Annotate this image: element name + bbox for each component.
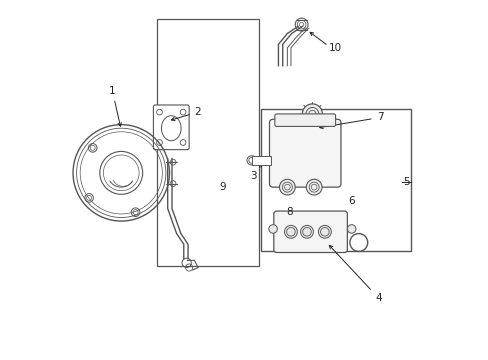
- Circle shape: [279, 179, 295, 195]
- Text: 4: 4: [328, 245, 381, 303]
- FancyBboxPatch shape: [269, 119, 340, 187]
- Bar: [157, 19, 258, 266]
- Circle shape: [318, 225, 331, 238]
- Circle shape: [246, 156, 256, 165]
- FancyBboxPatch shape: [153, 105, 189, 150]
- Text: 8: 8: [285, 207, 292, 217]
- FancyBboxPatch shape: [273, 211, 346, 252]
- Ellipse shape: [161, 116, 181, 141]
- Text: 6: 6: [347, 197, 354, 206]
- FancyBboxPatch shape: [274, 114, 335, 126]
- Text: 7: 7: [319, 112, 383, 129]
- Circle shape: [346, 225, 355, 233]
- Text: 1: 1: [109, 86, 121, 126]
- Text: 3: 3: [250, 164, 261, 181]
- Circle shape: [302, 104, 322, 124]
- Circle shape: [300, 225, 313, 238]
- Text: 9: 9: [219, 182, 226, 192]
- Circle shape: [305, 179, 322, 195]
- Text: 10: 10: [328, 43, 341, 53]
- Bar: [260, 109, 410, 251]
- Circle shape: [284, 225, 297, 238]
- Text: 5: 5: [403, 177, 409, 187]
- Text: 2: 2: [171, 107, 201, 121]
- Circle shape: [268, 225, 277, 233]
- Bar: [251, 156, 271, 165]
